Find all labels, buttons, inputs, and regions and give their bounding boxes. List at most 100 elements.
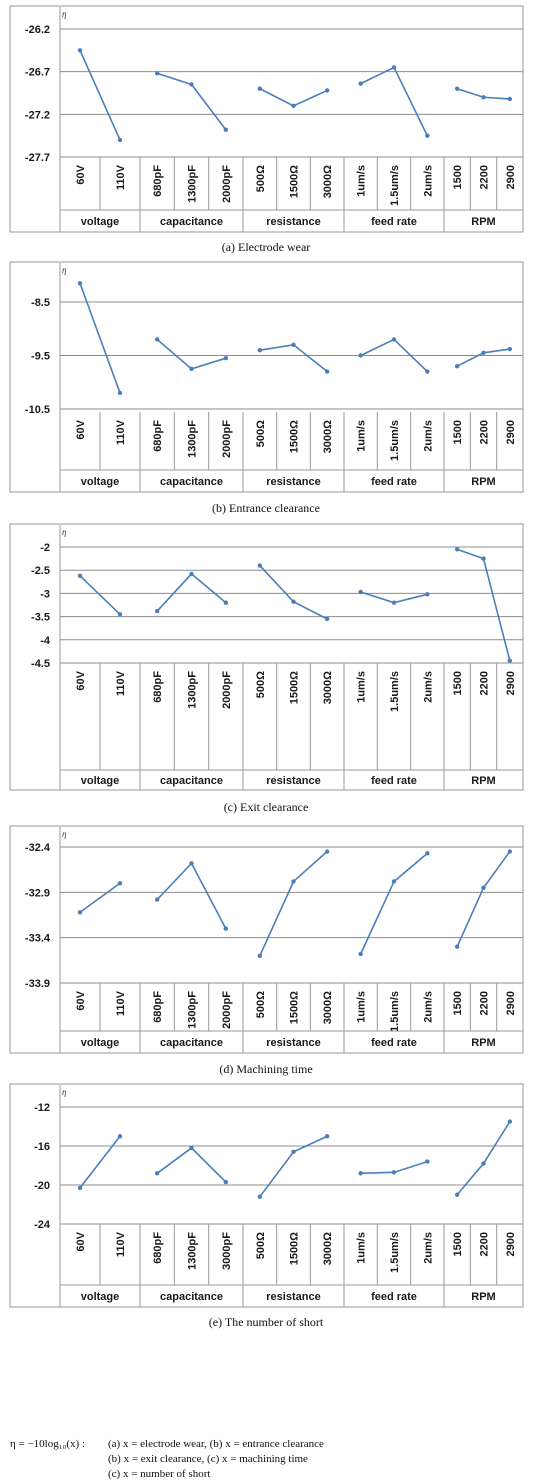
data-point bbox=[154, 71, 160, 76]
data-point bbox=[117, 1134, 123, 1139]
data-point bbox=[154, 1171, 160, 1176]
group-label: capacitance bbox=[160, 216, 223, 228]
y-tick-label: -12 bbox=[34, 1102, 50, 1114]
data-point bbox=[77, 573, 83, 578]
data-point bbox=[481, 1161, 486, 1166]
y-tick-label: -27.2 bbox=[25, 109, 50, 121]
group-label: voltage bbox=[81, 1291, 120, 1303]
x-tick-label: 1300pF bbox=[187, 1232, 199, 1270]
x-tick-label: 500Ω bbox=[255, 420, 267, 447]
chart-panel-2: -8.5 -9.5 -10.5 η 60V 110V voltage 680pF 1300pF 2… bbox=[9, 261, 524, 515]
data-point bbox=[481, 556, 486, 561]
group-label: resistance bbox=[266, 1291, 320, 1303]
series-line bbox=[79, 882, 121, 913]
x-tick-label: 110V bbox=[115, 164, 127, 190]
x-tick-label: 1300pF bbox=[187, 165, 199, 203]
data-point bbox=[425, 1159, 430, 1164]
y-tick-label: -3.5 bbox=[31, 612, 50, 624]
data-point bbox=[507, 346, 513, 352]
data-point bbox=[454, 86, 460, 91]
series-line bbox=[79, 283, 121, 394]
chart-panel-4: -32.4 -32.9 -33.4 -33.9 η 60V 110V voltage 680pF… bbox=[9, 825, 524, 1076]
data-point bbox=[481, 350, 486, 356]
x-tick-label: 680pF bbox=[152, 671, 164, 703]
series-line bbox=[156, 861, 227, 929]
y-axis-symbol: η bbox=[62, 265, 67, 275]
series-line bbox=[259, 88, 328, 107]
x-tick-label: 500Ω bbox=[255, 1232, 267, 1259]
y-tick-label: -4 bbox=[40, 635, 51, 647]
x-tick-label: 2000pF bbox=[221, 420, 233, 458]
data-point bbox=[291, 1149, 296, 1155]
group-label: feed rate bbox=[371, 476, 417, 488]
data-point bbox=[189, 366, 194, 372]
y-axis-symbol: η bbox=[62, 1087, 67, 1097]
x-tick-label: 3000Ω bbox=[322, 165, 334, 198]
y-tick-label: -3 bbox=[40, 588, 50, 600]
data-point bbox=[481, 885, 486, 890]
data-point bbox=[425, 133, 430, 138]
group-label: RPM bbox=[471, 476, 495, 488]
panel-frame bbox=[9, 1083, 524, 1308]
data-point bbox=[223, 600, 229, 605]
x-tick-label: 1300pF bbox=[187, 420, 199, 458]
y-axis-symbol: η bbox=[62, 829, 67, 839]
data-point bbox=[77, 48, 83, 53]
data-point bbox=[324, 849, 330, 854]
data-point bbox=[454, 1192, 460, 1197]
group-label: feed rate bbox=[371, 216, 417, 228]
data-point bbox=[507, 658, 513, 663]
data-point bbox=[358, 589, 363, 595]
data-point bbox=[507, 96, 513, 102]
x-tick-label: 680pF bbox=[152, 165, 164, 197]
group-label: voltage bbox=[81, 216, 120, 228]
x-tick-label: 500Ω bbox=[255, 991, 267, 1018]
group-label: feed rate bbox=[371, 1291, 417, 1303]
data-point bbox=[117, 881, 123, 886]
x-tick-label: 1500Ω bbox=[289, 991, 301, 1024]
y-tick-label: -32.9 bbox=[25, 887, 50, 899]
footer-line-3: (c) x = number of short bbox=[108, 1468, 210, 1480]
data-point bbox=[391, 600, 397, 605]
series-line bbox=[79, 50, 121, 141]
data-point bbox=[324, 616, 330, 622]
y-tick-label: -24 bbox=[34, 1219, 51, 1231]
series-line bbox=[79, 1135, 121, 1189]
data-point bbox=[291, 103, 296, 109]
data-point bbox=[324, 88, 330, 93]
y-tick-label: -26.2 bbox=[25, 24, 50, 36]
data-point bbox=[154, 897, 160, 902]
x-tick-label: 110V bbox=[115, 990, 127, 1016]
series-line bbox=[156, 72, 227, 131]
data-point bbox=[391, 337, 397, 342]
series-line bbox=[259, 1135, 328, 1198]
series-line bbox=[156, 1146, 227, 1183]
series-line bbox=[259, 343, 328, 373]
series-line bbox=[456, 851, 511, 948]
chart-caption: (c) Exit clearance bbox=[224, 800, 309, 814]
x-tick-label: 1500 bbox=[452, 991, 464, 1015]
x-tick-label: 2um/s bbox=[422, 671, 434, 703]
x-tick-label: 1um/s bbox=[356, 165, 368, 197]
data-point bbox=[454, 944, 460, 949]
series-line bbox=[456, 548, 511, 661]
chart-caption: (d) Machining time bbox=[219, 1062, 312, 1076]
panel-frame bbox=[9, 5, 524, 233]
data-point bbox=[358, 951, 363, 957]
series-line bbox=[259, 850, 328, 957]
x-tick-label: 2200 bbox=[479, 1232, 491, 1256]
x-tick-label: 1.5um/s bbox=[389, 991, 401, 1032]
x-tick-label: 2000pF bbox=[221, 991, 233, 1029]
x-tick-label: 1500 bbox=[452, 1232, 464, 1256]
y-tick-label: -27.7 bbox=[25, 152, 50, 164]
chart-panel-5: -12 -16 -20 -24 η 60V 110V voltage 680pF 1300pF 30… bbox=[9, 1083, 524, 1329]
group-label: resistance bbox=[266, 1037, 320, 1049]
x-tick-label: 500Ω bbox=[255, 165, 267, 192]
x-tick-label: 1500 bbox=[452, 165, 464, 189]
x-tick-label: 2um/s bbox=[422, 991, 434, 1023]
x-tick-label: 60V bbox=[75, 1231, 87, 1251]
data-point bbox=[391, 65, 397, 70]
x-tick-label: 3000Ω bbox=[322, 991, 334, 1024]
x-tick-label: 3000pF bbox=[221, 1232, 233, 1270]
series-line bbox=[156, 572, 227, 612]
